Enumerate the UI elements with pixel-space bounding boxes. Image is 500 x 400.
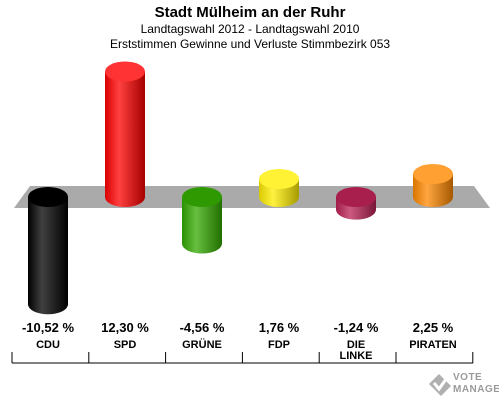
category-label-piraten: PIRATEN [409,339,457,351]
bar-cap-cdu [28,187,68,207]
value-label-spd: 12,30 % [101,320,149,335]
chart-subtitle-2: Erststimmen Gewinne und Verluste Stimmbe… [109,37,391,51]
value-label-piraten: 2,25 % [413,320,454,335]
bar-cap-die-linke [336,187,376,207]
logo-line-2: MANAGER [453,384,499,395]
category-label-fdp: FDP [268,339,290,351]
category-label-cdu: CDU [36,339,60,351]
value-label-fdp: 1,76 % [259,320,300,335]
chart-title: Stadt Mülheim an der Ruhr [154,4,346,21]
bar-cap-spd [105,61,145,82]
value-label-cdu: -10,52 % [22,320,74,335]
bar-cap-fdp [259,169,299,190]
vote-manager-logo: VOTE MANAGER [429,371,499,396]
category-label-grüne: GRÜNE [182,338,222,351]
ballot-check-icon [429,371,453,396]
bar-spd [105,71,145,207]
chart-header: Stadt Mülheim an der Ruhr Landtagswahl 2… [0,4,500,52]
bar-grüne [182,197,222,254]
bar-cap-grüne [182,187,222,207]
chart-subtitle-1: Landtagswahl 2012 - Landtagswahl 2010 [140,22,360,36]
bar-cap-piraten [413,164,453,185]
bar-cdu [28,197,68,315]
category-label-die-linke: DIE LINKE [340,339,373,362]
logo-line-1: VOTE [453,372,482,383]
value-label-die-linke: -1,24 % [334,320,379,335]
category-label-spd: SPD [114,339,137,351]
value-label-grüne: -4,56 % [180,320,225,335]
